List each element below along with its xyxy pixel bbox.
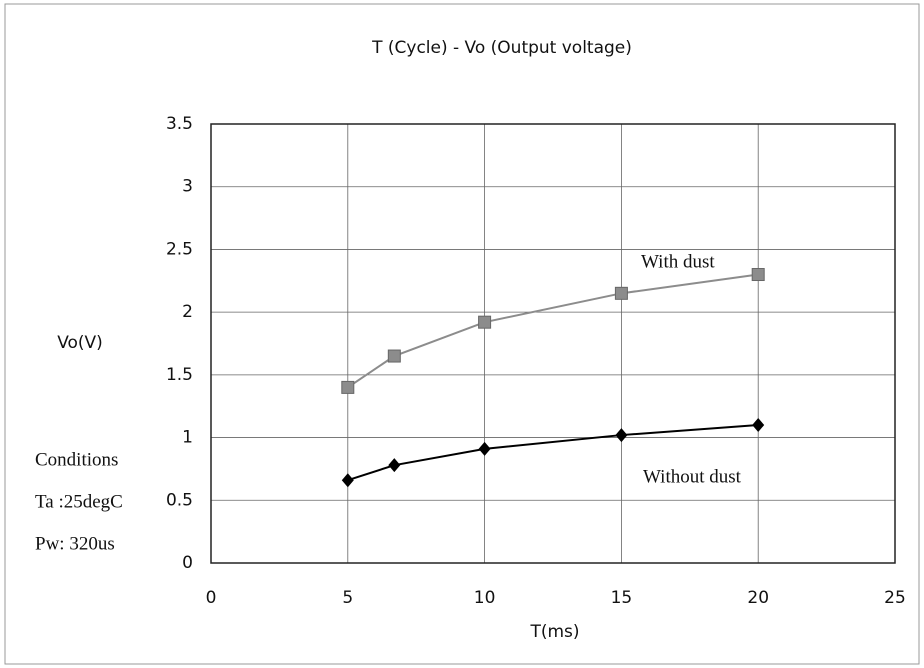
legend-label: With dust (641, 251, 715, 272)
marker (614, 286, 628, 300)
x-tick-label: 10 (474, 588, 496, 608)
y-tick-label: 1 (182, 428, 193, 448)
x-tick-label: 25 (884, 588, 906, 608)
annotation: Ta :25degC (35, 491, 123, 512)
y-tick-label: 2.5 (166, 239, 193, 259)
marker (388, 458, 401, 473)
marker (752, 418, 765, 433)
y-tick-label: 3.5 (166, 114, 193, 134)
x-tick-label: 0 (206, 588, 217, 608)
y-tick-label: 3 (182, 177, 193, 197)
annotation: Conditions (35, 449, 118, 470)
marker (387, 349, 401, 363)
y-axis-label: Vo(V) (57, 333, 103, 353)
y-tick-label: 0.5 (166, 490, 193, 510)
x-tick-label: 20 (747, 588, 769, 608)
chart-title: T (Cycle) - Vo (Output voltage) (371, 38, 632, 58)
marker (478, 315, 492, 329)
marker (478, 441, 491, 456)
y-tick-label: 1.5 (166, 365, 193, 385)
x-tick-label: 5 (342, 588, 353, 608)
annotation: Pw: 320us (35, 533, 115, 554)
legend-label: Without dust (643, 466, 742, 487)
frame (4, 3, 920, 665)
x-tick-label: 15 (611, 588, 633, 608)
line (347, 273, 759, 389)
plot-area (210, 123, 896, 564)
marker (751, 268, 765, 282)
y-tick-label: 2 (182, 302, 193, 322)
x-axis-label: T(ms) (529, 622, 579, 642)
marker (615, 428, 628, 443)
marker (341, 380, 355, 394)
y-tick-label: 0 (182, 553, 193, 573)
marker (341, 473, 354, 488)
